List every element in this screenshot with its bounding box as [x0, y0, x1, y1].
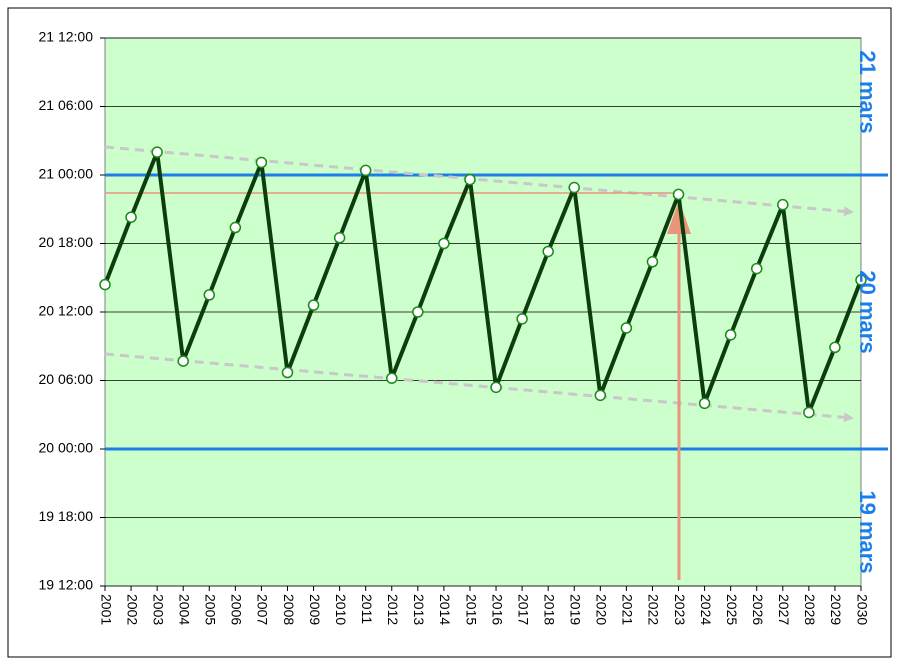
day-label: 20 mars	[855, 270, 880, 353]
y-tick-label: 20 12:00	[39, 303, 94, 319]
data-point	[855, 274, 867, 286]
x-tick-label: 2029	[828, 594, 844, 625]
data-point	[516, 313, 528, 325]
y-tick-label: 19 12:00	[39, 577, 94, 593]
data-point	[333, 232, 346, 244]
data-point	[777, 198, 789, 211]
data-point	[724, 329, 737, 341]
x-tick-label: 2014	[437, 594, 453, 625]
x-tick-label: 2013	[411, 594, 427, 625]
x-tick-label: 2001	[98, 594, 114, 625]
data-point	[464, 173, 476, 186]
y-tick-label: 20 18:00	[39, 234, 94, 250]
data-point	[151, 146, 163, 158]
data-point	[281, 366, 294, 379]
y-tick-label: 20 06:00	[39, 371, 94, 387]
data-point	[177, 355, 189, 367]
highlight-arrowhead	[667, 200, 691, 234]
data-point	[490, 381, 502, 394]
data-point	[594, 389, 607, 402]
data-point	[829, 341, 841, 354]
x-tick-label: 2006	[229, 594, 245, 625]
x-tick-label: 2028	[802, 594, 818, 625]
x-tick-label: 2005	[203, 594, 219, 625]
x-tick-label: 2011	[359, 594, 375, 624]
y-tick-label: 20 00:00	[39, 440, 94, 456]
x-tick-label: 2024	[698, 594, 714, 625]
data-point	[255, 156, 268, 169]
x-tick-label: 2023	[672, 594, 688, 625]
x-tick-label: 2004	[177, 594, 193, 625]
data-point	[698, 397, 711, 410]
x-tick-label: 2008	[281, 594, 297, 625]
data-point	[568, 181, 580, 194]
x-tick-label: 2017	[515, 594, 531, 625]
day-label: 19 mars	[855, 490, 880, 573]
x-tick-label: 2012	[385, 594, 401, 625]
x-tick-label: 2030	[854, 594, 870, 625]
x-tick-label: 2018	[541, 594, 557, 625]
x-tick-label: 2022	[646, 594, 662, 625]
x-tick-label: 2007	[255, 594, 271, 625]
data-point	[412, 306, 424, 318]
x-tick-label: 2021	[620, 594, 636, 625]
y-tick-label: 21 12:00	[39, 29, 94, 45]
x-tick-label: 2009	[307, 594, 323, 625]
data-point	[672, 188, 685, 201]
data-point	[203, 289, 216, 301]
data-point	[359, 164, 372, 177]
x-tick-label: 2020	[594, 594, 610, 625]
y-tick-label: 21 00:00	[39, 166, 94, 182]
day-label: 21 mars	[855, 50, 880, 133]
data-point	[620, 322, 633, 334]
data-point	[646, 256, 659, 268]
x-tick-label: 2019	[568, 594, 584, 625]
x-tick-label: 2026	[750, 594, 766, 625]
data-point	[229, 221, 242, 234]
x-tick-label: 2002	[124, 594, 140, 625]
x-tick-label: 2016	[489, 594, 505, 625]
data-point	[307, 299, 320, 311]
y-tick-label: 21 06:00	[39, 97, 94, 113]
y-tick-label: 19 18:00	[39, 508, 94, 524]
trend-arrow	[104, 352, 854, 423]
series-line	[103, 150, 863, 415]
trend-arrow	[104, 145, 854, 217]
x-tick-label: 2010	[333, 594, 349, 625]
data-point	[750, 262, 763, 275]
data-point	[386, 372, 398, 384]
x-tick-label: 2015	[463, 594, 479, 625]
data-point	[542, 245, 554, 258]
x-tick-label: 2027	[776, 594, 792, 625]
data-point	[438, 237, 450, 250]
data-point	[803, 406, 815, 419]
x-tick-label: 2003	[150, 594, 166, 625]
data-point	[125, 211, 137, 223]
data-point	[99, 278, 111, 291]
x-tick-label: 2025	[724, 594, 740, 625]
